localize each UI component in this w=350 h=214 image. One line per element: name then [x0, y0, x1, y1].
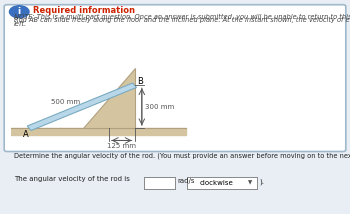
Text: Required information: Required information	[33, 6, 135, 15]
Polygon shape	[27, 83, 136, 131]
Text: ).: ).	[260, 178, 265, 185]
Text: The angular velocity of the rod is: The angular velocity of the rod is	[14, 176, 130, 182]
Text: rad/s: rad/s	[178, 178, 195, 184]
Text: 125 mm: 125 mm	[107, 143, 136, 149]
Text: A: A	[23, 130, 29, 139]
Text: NOTE: This is a multi-part question. Once an answer is submitted, you will be un: NOTE: This is a multi-part question. Onc…	[14, 14, 350, 20]
Text: clockwise: clockwise	[200, 180, 233, 186]
Text: i: i	[18, 7, 21, 16]
Text: ▼: ▼	[248, 180, 252, 186]
Text: Rod AB can slide freely along the floor and the inclined plane. At the instant s: Rod AB can slide freely along the floor …	[14, 17, 350, 23]
Text: B: B	[137, 77, 143, 86]
Text: 500 mm: 500 mm	[51, 100, 80, 106]
Text: 300 mm: 300 mm	[145, 104, 174, 110]
Text: Determine the angular velocity of the rod. (You must provide an answer before mo: Determine the angular velocity of the ro…	[14, 152, 350, 159]
Polygon shape	[83, 68, 135, 128]
Text: left.: left.	[14, 21, 27, 27]
